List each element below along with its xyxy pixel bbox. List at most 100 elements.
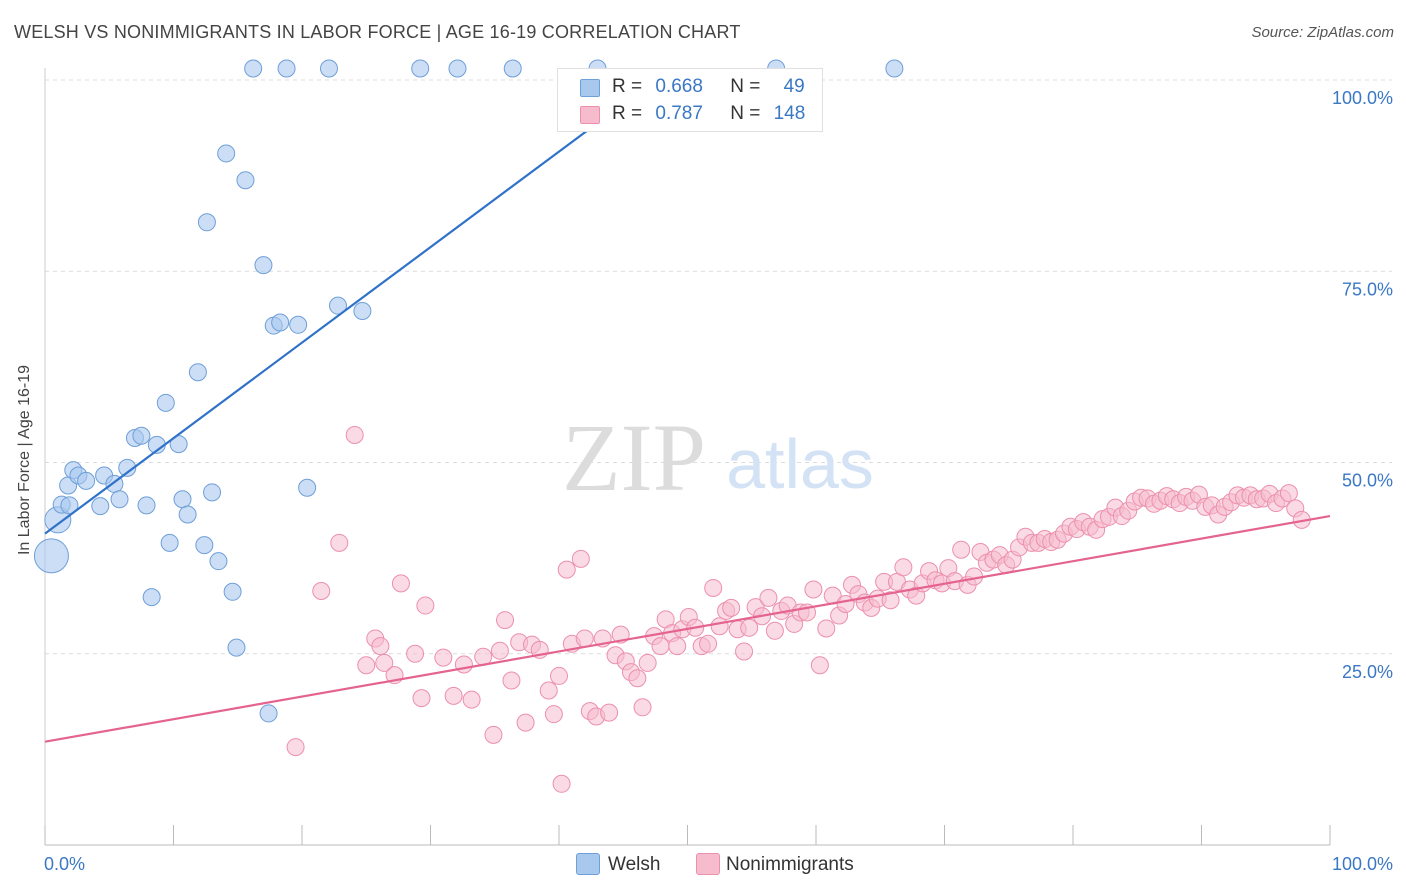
welsh-point <box>885 59 904 78</box>
tick-labels: 25.0% 50.0% 75.0% 100.0% 0.0% 100.0% <box>44 88 1393 874</box>
nonimmigrants-point <box>740 618 759 637</box>
welsh-point <box>254 256 273 275</box>
welsh-point <box>227 638 246 657</box>
welsh-point <box>33 538 69 574</box>
welsh-point <box>271 313 290 332</box>
nonimmigrants-point <box>699 634 718 653</box>
nonimmigrants-trend-line <box>44 514 1331 743</box>
stats-legend: R = 0.668 N = 49 R = 0.787 N = 148 <box>557 68 823 132</box>
y-tick-label: 50.0% <box>1342 471 1393 491</box>
nonimmigrants-point <box>759 588 778 607</box>
nonimmigrants-point <box>454 655 473 674</box>
welsh-point <box>178 505 197 524</box>
nonimmigrants-point <box>735 642 754 661</box>
nonimmigrants-point <box>312 582 331 601</box>
nonimmigrants-point <box>633 698 652 717</box>
series-legend: Welsh Nonimmigrants <box>0 852 1406 876</box>
legend-r-welsh: 0.668 <box>655 76 703 97</box>
legend-row-nonimmigrants: R = 0.787 N = 148 <box>580 103 806 125</box>
bottom-swatch-welsh <box>576 853 600 875</box>
welsh-point <box>188 363 207 382</box>
axes <box>44 68 1331 846</box>
x-tick-label-max: 100.0% <box>1332 854 1393 874</box>
nonimmigrants-point <box>490 641 509 660</box>
welsh-point <box>236 171 255 190</box>
nonimmigrants-point <box>651 637 670 656</box>
welsh-point <box>328 296 347 315</box>
nonimmigrants-point <box>406 644 425 663</box>
welsh-point <box>223 582 242 601</box>
nonimmigrants-point <box>412 689 431 708</box>
chart-title: WELSH VS NONIMMIGRANTS IN LABOR FORCE | … <box>14 22 741 42</box>
nonimmigrants-point <box>571 549 590 568</box>
legend-r-label-welsh: R = <box>612 76 643 97</box>
gridlines <box>45 79 1392 655</box>
nonimmigrants-point <box>765 621 784 640</box>
y-axis-label: In Labor Force | Age 16-19 <box>16 364 33 556</box>
legend-row-welsh: R = 0.668 N = 49 <box>580 76 805 98</box>
nonimmigrants-point <box>575 629 594 648</box>
nonimmigrants-point <box>600 703 619 722</box>
legend-r-nonimmigrants: 0.787 <box>655 103 703 124</box>
y-tick-label: 100.0% <box>1332 88 1393 108</box>
nonimmigrants-point <box>810 656 829 675</box>
nonimmigrants-point <box>391 574 410 593</box>
nonimmigrants-point <box>416 596 435 615</box>
y-tick-label: 25.0% <box>1342 662 1393 682</box>
nonimmigrants-point <box>638 653 657 672</box>
y-tick-label: 75.0% <box>1342 279 1393 299</box>
nonimmigrants-point <box>502 671 521 690</box>
welsh-point <box>203 483 222 502</box>
nonimmigrants-point <box>444 686 463 705</box>
welsh-point <box>353 302 372 321</box>
welsh-point <box>156 393 175 412</box>
welsh-point <box>197 213 216 232</box>
welsh-point <box>77 471 96 490</box>
nonimmigrants-point <box>1279 484 1298 503</box>
nonimmigrants-point <box>881 591 900 610</box>
bottom-legend-welsh: Welsh <box>608 854 661 875</box>
nonimmigrants-point <box>628 669 647 688</box>
welsh-point <box>160 533 179 552</box>
welsh-point <box>142 588 161 607</box>
welsh-point <box>209 552 228 571</box>
nonimmigrants-point <box>330 533 349 552</box>
nonimmigrants-point <box>434 648 453 667</box>
welsh-point <box>448 59 467 78</box>
nonimmigrants-point <box>817 619 836 638</box>
trend-lines <box>44 79 1331 743</box>
nonimmigrants-point <box>710 617 729 636</box>
nonimmigrants-points <box>286 425 1311 793</box>
nonimmigrants-point <box>722 598 741 617</box>
legend-n-label-nonimmigrants: N = <box>730 103 761 124</box>
legend-r-label-nonimmigrants: R = <box>612 103 643 124</box>
legend-swatch-welsh <box>580 79 600 97</box>
welsh-point <box>217 144 236 163</box>
welsh-point <box>319 59 338 78</box>
welsh-point <box>277 59 296 78</box>
legend-n-label-welsh: N = <box>730 76 761 97</box>
welsh-point <box>503 59 522 78</box>
nonimmigrants-point <box>544 705 563 724</box>
nonimmigrants-point <box>552 774 571 793</box>
nonimmigrants-point <box>539 681 558 700</box>
legend-swatch-nonimmigrants <box>580 106 600 124</box>
welsh-point <box>60 496 79 515</box>
source-label: Source: ZipAtlas.com <box>1251 24 1394 41</box>
nonimmigrants-point <box>804 580 823 599</box>
welsh-point <box>91 497 110 516</box>
watermark: ZIP atlas <box>562 404 874 511</box>
nonimmigrants-point <box>894 558 913 577</box>
welsh-point <box>137 496 156 515</box>
welsh-point <box>173 490 192 509</box>
legend-n-welsh: 49 <box>783 76 805 97</box>
x-tick-label-min: 0.0% <box>44 854 85 874</box>
nonimmigrants-point <box>704 578 723 597</box>
welsh-point <box>132 426 151 445</box>
welsh-point <box>110 490 129 509</box>
legend-n-nonimmigrants: 148 <box>773 103 806 124</box>
nonimmigrants-point <box>345 425 364 444</box>
welsh-point <box>259 704 278 723</box>
nonimmigrants-point <box>462 690 481 709</box>
